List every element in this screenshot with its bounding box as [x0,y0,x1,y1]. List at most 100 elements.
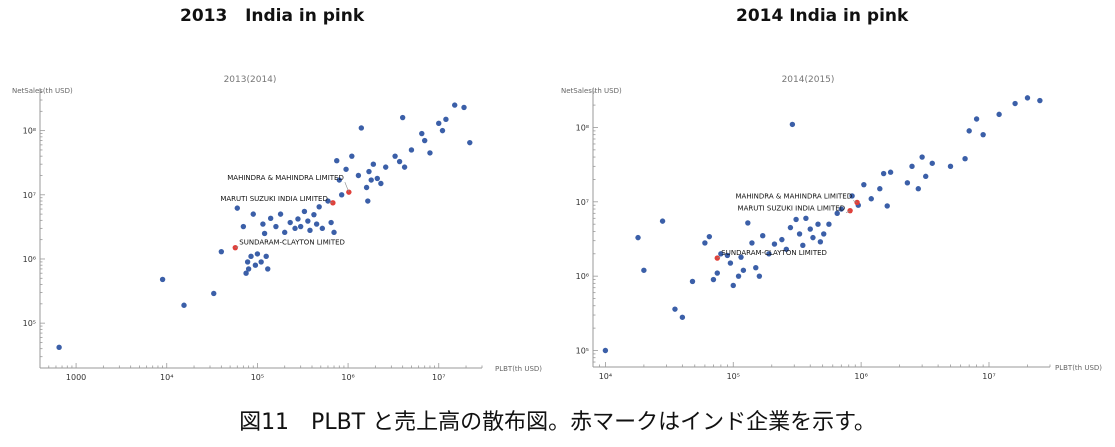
data-point [260,221,266,227]
data-point [803,215,809,222]
data-point [962,156,968,162]
data-point [382,164,389,170]
data-point [796,231,803,237]
data-point [810,234,816,241]
data-point [292,225,298,232]
data-point [904,180,911,186]
data-point [745,220,751,226]
data-point [311,211,317,218]
x-axis-label: PLBT(th USD) [1055,364,1102,372]
data-point [735,273,742,279]
data-point [218,248,225,255]
data-point [443,116,449,123]
data-point [718,251,724,257]
data-point [421,137,428,144]
data-point [261,230,268,237]
data-point [244,259,251,265]
data-point [641,267,647,273]
data-point [240,223,247,230]
data-point [250,211,256,217]
data-point [439,127,446,134]
data-point [679,314,686,320]
y-axis-label: NetSales(th USD) [12,87,73,95]
data-point [374,175,380,182]
data-point [452,102,458,108]
data-point [366,168,372,175]
data-point [727,260,734,266]
x-axis-label: PLBT(th USD) [495,365,542,373]
annotation-label: MARUTI SUZUKI INDIA LIMITED [738,205,846,213]
data-point [370,161,377,167]
data-point [263,253,269,260]
data-point [826,221,832,227]
data-point [378,180,384,187]
data-point [325,198,331,204]
data-point [672,306,678,312]
x-tick-label: 10⁷ [982,372,995,381]
data-point [258,259,264,265]
data-point [807,226,813,232]
data-point [789,121,796,128]
data-point [159,276,166,283]
figure-caption: 図11 PLBT と売上高の散布図。赤マークはインド企業を示す。 [239,410,876,435]
chart-title: 2013(2014) [224,75,277,85]
data-point [787,224,794,231]
annotation-label: MARUTI SUZUKI INDIA LIMITED [220,195,328,203]
data-point [756,273,763,279]
data-point [419,130,425,137]
data-point [714,270,720,276]
data-point [868,196,874,202]
data-point [973,116,980,122]
data-point [947,163,954,170]
data-point [408,147,415,153]
data-point [307,227,313,233]
data-point [817,239,824,245]
data-point [706,233,713,240]
data-point [331,229,337,236]
y-tick-label: 10⁵ [23,319,36,328]
data-point [724,252,731,259]
data-point [461,104,467,111]
data-point [689,278,696,285]
chart-heading-2013: 2013 India in pink [180,6,365,26]
data-point [793,216,799,223]
data-point [328,219,334,226]
data-point [887,169,894,175]
annotation-label: SUNDARAM-CLAYTON LIMITED [239,239,345,247]
data-point [800,242,806,249]
data-point [287,219,293,226]
y-tick-label: 10⁸ [576,123,589,132]
data-point [766,251,772,257]
data-point [834,210,840,217]
data-point [277,211,284,217]
data-point [749,240,755,246]
scatter-chart-2013: 2013(2014) NetSales(th USD) PLBT(th USD) 10… [12,75,542,382]
data-point [295,216,301,222]
data-point [923,173,929,180]
data-point [783,246,790,252]
data-point [56,344,62,351]
data-point [861,181,867,188]
data-point [349,153,355,159]
data-point [730,282,736,289]
x-tick-label: 10⁷ [432,373,445,382]
data-point [427,150,433,156]
data-point [849,193,855,199]
data-point [740,267,747,273]
annotation-label: SUNDARAM-CLAYTON LIMITED [721,249,827,257]
data-point [738,254,744,260]
data-point [838,206,845,212]
data-point [368,177,374,183]
data-point [363,184,370,191]
data-point [305,218,311,224]
data-point [245,266,252,272]
data-point [929,160,935,166]
x-tick-label: 10⁶ [341,373,354,382]
annotation-label: MAHINDRA & MAHINDRA LIMITED [736,192,853,200]
data-point [401,164,408,170]
data-point [365,198,371,204]
data-point [702,240,708,246]
data-point [880,170,887,177]
data-point [254,251,261,257]
data-point [319,225,326,232]
